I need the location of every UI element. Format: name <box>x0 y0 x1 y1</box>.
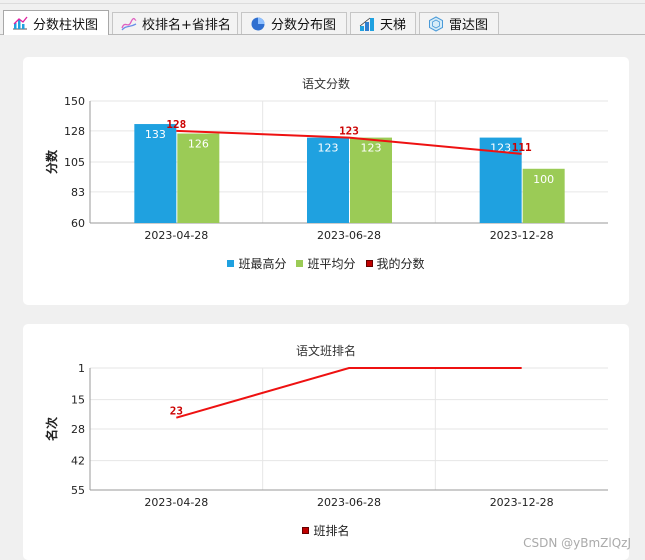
tab-label: 雷达图 <box>449 18 489 33</box>
y-tick-label: 15 <box>71 394 85 407</box>
y-tick-label: 28 <box>71 423 85 436</box>
x-tick-label: 2023-12-28 <box>490 496 554 509</box>
legend-label: 我的分数 <box>376 257 425 271</box>
bar-chart-icon <box>12 15 28 31</box>
tab-bar-top-border <box>0 3 645 4</box>
tab-ladder[interactable]: 天梯 <box>350 12 416 34</box>
my-score-label: 128 <box>166 118 186 131</box>
bar-value-label: 100 <box>533 173 554 186</box>
tab-score-bar-chart[interactable]: 分数柱状图 <box>3 10 109 35</box>
legend-item-avg[interactable]: 班平均分 <box>296 255 356 272</box>
tab-bar-baseline <box>0 34 645 35</box>
tab-label: 校排名+省排名 <box>142 18 231 33</box>
bar-avg <box>522 168 565 223</box>
bar-max <box>307 137 349 223</box>
tab-bar: 分数柱状图 校排名+省排名 分数分布图 天梯 雷达图 <box>0 0 645 36</box>
legend-swatch <box>296 260 304 267</box>
x-tick-label: 2023-06-28 <box>317 496 381 509</box>
y-tick-label: 105 <box>64 156 85 169</box>
y-axis-title: 分数 <box>44 149 59 174</box>
legend-swatch <box>227 260 235 267</box>
legend-label: 班最高分 <box>238 257 287 271</box>
chart-title: 语文分数 <box>302 76 350 91</box>
legend-swatch <box>365 260 373 267</box>
legend-item-class-rank[interactable]: 班排名 <box>302 522 350 539</box>
ladder-chart-icon <box>359 16 375 32</box>
tab-label: 分数柱状图 <box>33 17 99 33</box>
bar-max <box>134 124 177 223</box>
class-rank-line <box>176 367 522 419</box>
legend-label: 班平均分 <box>307 257 356 271</box>
y-tick-label: 1 <box>78 362 85 375</box>
x-tick-label: 2023-04-28 <box>144 229 208 242</box>
line-chart-icon <box>121 16 137 32</box>
pie-chart-icon <box>250 16 266 32</box>
y-tick-label: 83 <box>71 186 85 199</box>
tab-score-distribution[interactable]: 分数分布图 <box>241 12 347 34</box>
tab-radar[interactable]: 雷达图 <box>419 12 499 34</box>
y-axis-title: 名次 <box>44 417 59 441</box>
my-score-label: 123 <box>339 125 359 138</box>
watermark: CSDN @yBmZlQzJ <box>523 536 631 550</box>
y-tick-label: 55 <box>71 484 85 497</box>
bar-value-label: 126 <box>188 138 209 151</box>
x-tick-label: 2023-06-28 <box>317 229 381 242</box>
score-chart-panel: 语文分数分数 150 128 105 83 60 2023-04-28 2023-06-28 2… <box>23 57 629 305</box>
y-tick-label: 60 <box>71 217 85 230</box>
x-tick-label: 2023-04-28 <box>144 496 208 509</box>
y-tick-label: 128 <box>64 125 85 138</box>
y-tick-label: 42 <box>71 455 85 468</box>
rank-chart-legend: 班排名 <box>23 522 629 539</box>
score-chart-legend: 班最高分 班平均分 我的分数 <box>23 255 629 272</box>
legend-swatch <box>302 527 310 534</box>
bar-avg <box>177 133 220 223</box>
my-score-line <box>176 129 522 155</box>
tab-label: 天梯 <box>380 18 407 33</box>
tab-label: 分数分布图 <box>271 18 337 33</box>
chart-title: 语文班排名 <box>296 343 356 358</box>
radar-chart-icon <box>428 15 444 32</box>
bar-value-label: 123 <box>318 142 339 155</box>
tab-school-province-rank[interactable]: 校排名+省排名 <box>112 12 238 34</box>
x-tick-label: 2023-12-28 <box>490 229 554 242</box>
class-rank-label: 23 <box>170 405 183 418</box>
bar-avg <box>350 137 392 223</box>
legend-item-max[interactable]: 班最高分 <box>227 255 286 272</box>
y-tick-label: 150 <box>64 95 85 108</box>
my-score-label: 111 <box>512 141 532 154</box>
bar-value-label: 133 <box>145 128 166 141</box>
bar-value-label: 123 <box>361 142 382 155</box>
legend-item-mine[interactable]: 我的分数 <box>365 255 425 272</box>
legend-label: 班排名 <box>313 524 350 538</box>
rank-chart-panel: 语文班排名名次 1 15 28 42 55 2023-04-28 2023-06-28 2023… <box>23 324 629 560</box>
